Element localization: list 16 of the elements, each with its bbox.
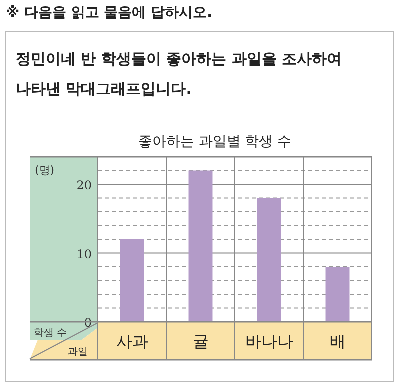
x-tick-label: 배 — [330, 332, 346, 351]
x-tick-label: 귤 — [192, 332, 209, 351]
x-tick-label: 바나나 — [245, 332, 294, 351]
chart-title: 좋아하는 과일별 학생 수 — [138, 134, 292, 150]
bar — [188, 170, 213, 322]
bar — [120, 240, 144, 322]
text: 정민이네 반 학생들이 좋아하는 과일을 조사하여 나타낸 막대그래프입니다. — [16, 50, 342, 98]
x-tick-label: 사과 — [116, 332, 148, 351]
bar — [326, 267, 350, 322]
y-tick-label: 20 — [76, 178, 92, 192]
bar — [257, 198, 282, 322]
x-axis-title: 과일 — [68, 347, 88, 358]
text: ※ 다음을 읽고 물음에 답하시오. — [6, 5, 212, 21]
text: (명) — [35, 164, 55, 177]
y-tick-label: 10 — [76, 247, 92, 262]
y-axis-title: 학생 수 — [34, 328, 68, 339]
